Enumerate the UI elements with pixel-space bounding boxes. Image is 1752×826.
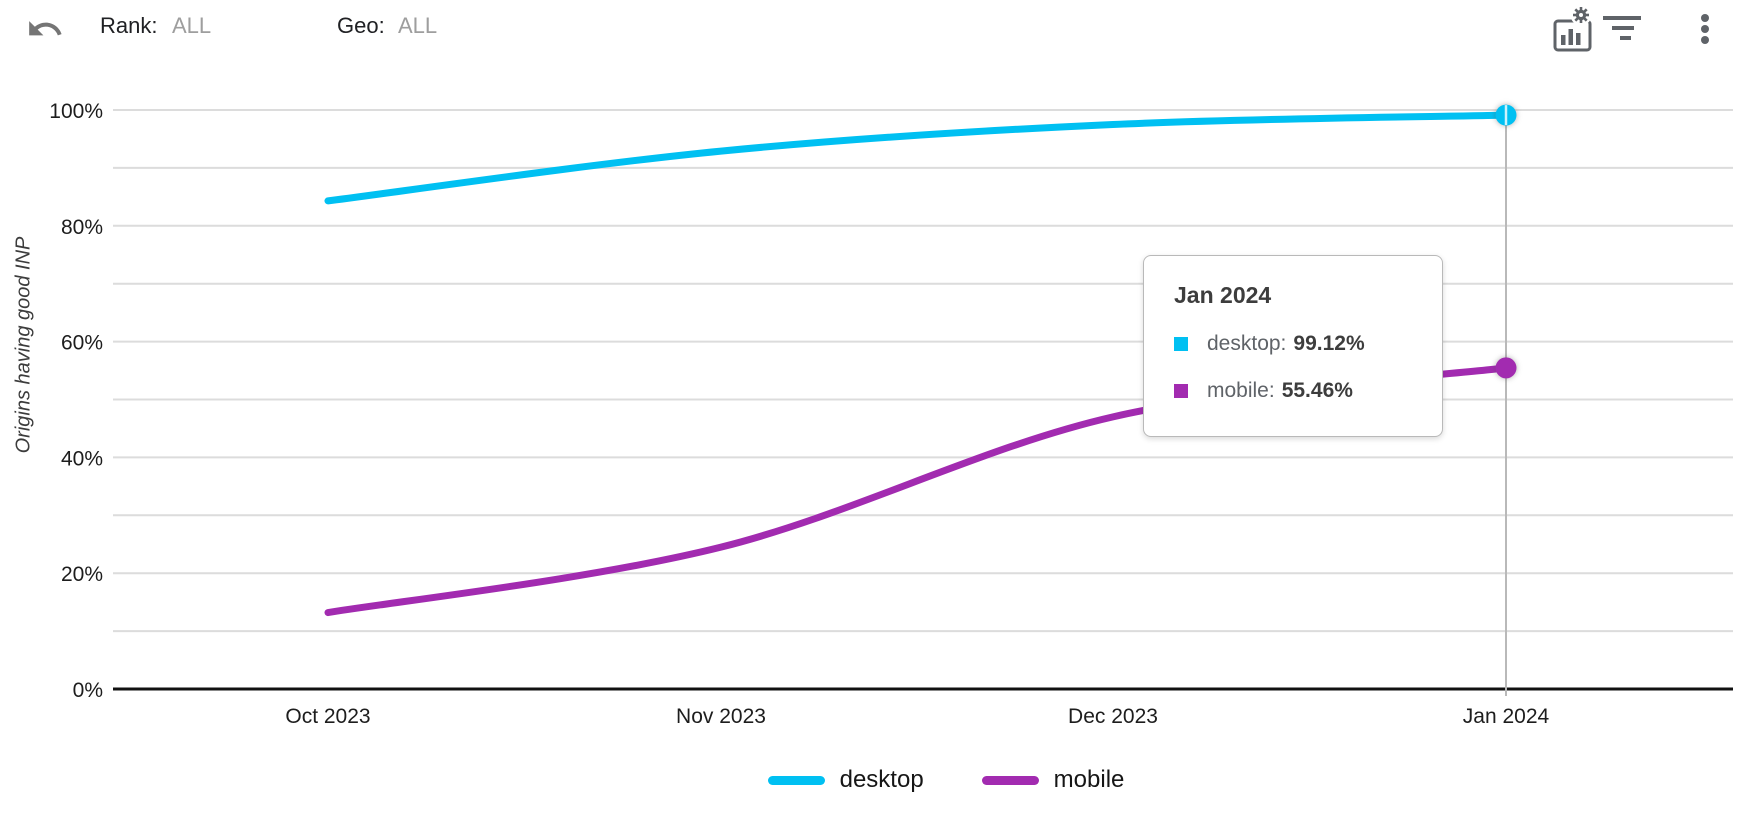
line-chart[interactable]: 0% 20% 40% 60% 80% 100% Oct 2023 Nov 2023 Dec 20… [0,0,1752,760]
tooltip-desktop-label: desktop: [1207,332,1287,355]
x-tick-label: Jan 2024 [1463,705,1550,728]
y-tick-label: 20% [61,563,103,586]
y-tick-label: 40% [61,447,103,470]
tooltip-mobile-label: mobile: [1207,379,1275,402]
geo-value[interactable]: ALL [398,13,438,38]
desktop-legend-swatch [767,775,825,785]
marker-mobile[interactable] [1495,357,1517,379]
series-line-desktop [324,111,1510,205]
tooltip-title: Jan 2024 [1174,282,1272,308]
y-tick-label: 80% [61,216,103,239]
legend-desktop-label: desktop [839,766,924,793]
legend-item-mobile[interactable]: mobile [981,766,1125,794]
y-tick-label: 0% [73,679,103,702]
filter-icon[interactable] [1600,12,1644,46]
y-tick-label: 60% [61,332,103,355]
tooltip-row-mobile: mobile: 55.46% [1174,379,1418,403]
chart-settings-icon[interactable] [1550,2,1596,54]
x-tick-label: Nov 2023 [676,705,766,728]
tooltip-row-desktop: desktop: 99.12% [1174,332,1418,356]
mobile-swatch [1174,384,1188,398]
y-tick-label: 100% [49,100,103,123]
legend-item-desktop[interactable]: desktop [767,766,924,794]
legend: desktop mobile [0,766,1752,794]
geo-label: Geo: [337,13,385,38]
desktop-swatch [1174,337,1188,351]
chart-tooltip: Jan 2024 desktop: 99.12% mobile: 55.46% [1143,255,1443,437]
rank-label: Rank: [100,13,158,38]
x-tick-label: Oct 2023 [285,705,370,728]
tooltip-mobile-value: 55.46% [1281,379,1353,402]
mobile-legend-swatch [981,775,1039,785]
legend-mobile-label: mobile [1053,766,1125,793]
undo-icon[interactable] [26,10,64,48]
x-tick-label: Dec 2023 [1068,705,1158,728]
more-vertical-icon[interactable] [1697,13,1713,47]
rank-value[interactable]: ALL [172,13,212,38]
tooltip-desktop-value: 99.12% [1293,332,1365,355]
